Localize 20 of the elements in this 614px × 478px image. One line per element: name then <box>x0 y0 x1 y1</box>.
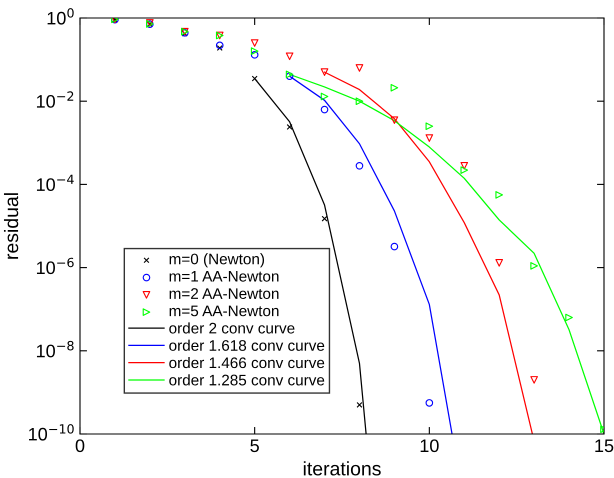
legend-label: order 1.466 conv curve <box>169 356 324 368</box>
legend-label: m=5 AA-Newton <box>170 306 278 316</box>
y-tick-label: 10$^{−4}$ <box>36 174 74 191</box>
legend-label: order 2 conv curve <box>169 322 294 334</box>
y-axis-title: residual <box>4 193 18 259</box>
legend-label: order 1.285 conv curve <box>169 374 324 386</box>
y-tick-label: 10$^{−10}$ <box>29 424 74 441</box>
x-axis-title: iterations <box>304 461 381 476</box>
x-tick-label: 15 <box>595 440 614 452</box>
y-tick-label: 10$^{−8}$ <box>36 340 74 358</box>
y-tick-label: 10$^{−2}$ <box>36 91 74 108</box>
legend-label: m=1 AA-Newton <box>170 271 278 282</box>
legend-label: m=0 (Newton) <box>170 253 264 268</box>
x-tick-label: 0 <box>76 439 84 452</box>
y-tick-label: 10$^{0}$ <box>48 8 74 25</box>
legend-label: order 1.618 conv curve <box>169 340 324 351</box>
x-tick-label: 10 <box>420 439 439 452</box>
x-tick-label: 5 <box>250 440 259 452</box>
legend-label: m=2 AA-Newton <box>170 288 278 299</box>
y-tick-label: 10$^{−6}$ <box>36 258 74 274</box>
